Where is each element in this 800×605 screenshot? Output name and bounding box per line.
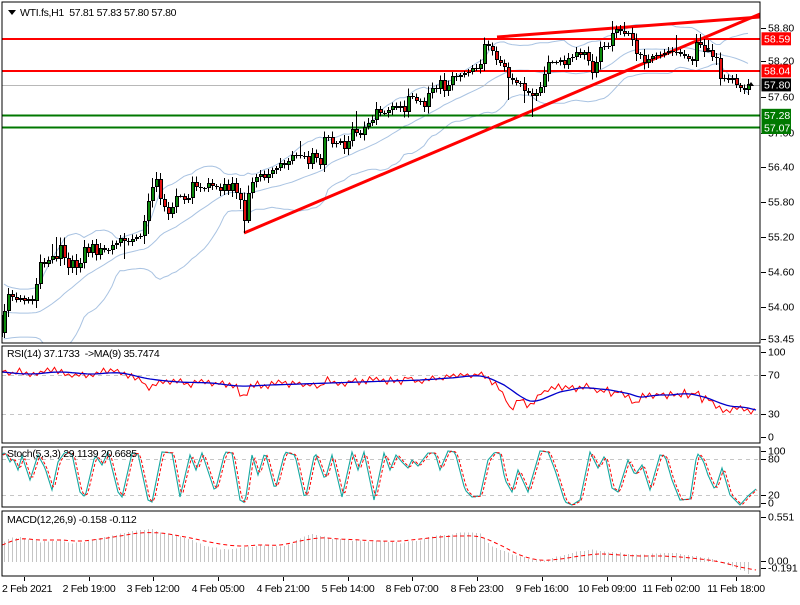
- svg-text:8 Feb 23:00: 8 Feb 23:00: [451, 583, 504, 595]
- svg-text:58.80: 58.80: [768, 23, 794, 35]
- svg-text:RSI(14) 37.1733 ->MA(9) 35.74: RSI(14) 37.1733 ->MA(9) 35.7474: [7, 348, 160, 360]
- svg-text:11 Feb 18:00: 11 Feb 18:00: [707, 583, 765, 595]
- svg-text:2 Feb 19:00: 2 Feb 19:00: [63, 583, 116, 595]
- svg-text:57.60: 57.60: [768, 92, 794, 104]
- svg-text:0: 0: [768, 432, 774, 444]
- svg-text:30: 30: [768, 409, 780, 421]
- svg-text:2 Feb 2021: 2 Feb 2021: [2, 583, 53, 595]
- svg-text:58.59: 58.59: [764, 34, 790, 46]
- svg-text:3 Feb 12:00: 3 Feb 12:00: [127, 583, 180, 595]
- svg-text:57.80: 57.80: [764, 80, 790, 92]
- svg-text:70: 70: [768, 370, 780, 382]
- svg-text:55.20: 55.20: [768, 232, 794, 244]
- svg-text:8 Feb 07:00: 8 Feb 07:00: [386, 583, 439, 595]
- svg-text:100: 100: [768, 446, 786, 458]
- svg-text:58.04: 58.04: [764, 66, 790, 78]
- svg-text:MACD(12,26,9) -0.158 -0.112: MACD(12,26,9) -0.158 -0.112: [7, 514, 137, 526]
- svg-text:10 Feb 09:00: 10 Feb 09:00: [578, 583, 637, 595]
- svg-text:5 Feb 14:00: 5 Feb 14:00: [322, 583, 375, 595]
- svg-text:100: 100: [768, 347, 786, 359]
- svg-text:54.00: 54.00: [768, 302, 794, 314]
- svg-text:11 Feb 02:00: 11 Feb 02:00: [642, 583, 700, 595]
- svg-text:Stoch(5,3,3) 29.1139 20.6685: Stoch(5,3,3) 29.1139 20.6685: [7, 448, 137, 460]
- svg-text:0.551: 0.551: [768, 512, 794, 524]
- svg-text:0.00: 0.00: [768, 556, 789, 568]
- svg-text:55.80: 55.80: [768, 197, 794, 209]
- svg-text:WTI.fs,H1 57.81 57.83 57.80 5: WTI.fs,H1 57.81 57.83 57.80 57.80: [20, 7, 177, 19]
- svg-text:57.28: 57.28: [764, 110, 790, 122]
- svg-text:20: 20: [768, 490, 780, 502]
- svg-text:54.60: 54.60: [768, 267, 794, 279]
- svg-text:80: 80: [768, 454, 780, 466]
- svg-text:56.40: 56.40: [768, 162, 794, 174]
- svg-text:9 Feb 16:00: 9 Feb 16:00: [516, 583, 569, 595]
- svg-text:53.45: 53.45: [768, 334, 794, 346]
- svg-text:4 Feb 21:00: 4 Feb 21:00: [257, 583, 310, 595]
- svg-text:-0.191: -0.191: [768, 563, 798, 575]
- svg-text:57.07: 57.07: [764, 122, 790, 134]
- svg-text:0: 0: [768, 498, 774, 510]
- svg-text:4 Feb 05:00: 4 Feb 05:00: [192, 583, 245, 595]
